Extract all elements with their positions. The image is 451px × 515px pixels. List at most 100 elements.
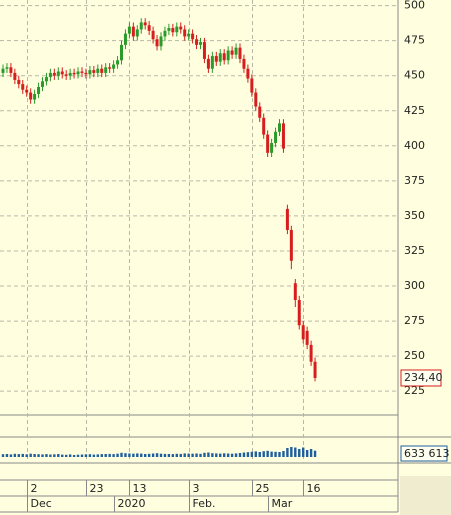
candle-body (250, 78, 254, 93)
candle-body (289, 229, 293, 261)
candle-body (41, 81, 44, 87)
candle-body (104, 67, 108, 73)
volume-bar (290, 447, 293, 457)
volume-bar (258, 452, 261, 457)
volume-bar (203, 452, 206, 457)
candle-body (21, 84, 25, 90)
candle-body (1, 68, 5, 73)
candle-body (5, 67, 9, 69)
volume-bar (33, 454, 36, 457)
candle-body (120, 44, 123, 61)
candle-body (214, 56, 218, 62)
volume-bar (305, 450, 309, 457)
volume-bar (254, 451, 257, 457)
candle-body (25, 89, 29, 93)
candle-body (100, 68, 104, 73)
candle-body (84, 72, 88, 75)
candle-body (88, 70, 92, 75)
candle-body (64, 74, 68, 76)
candle-body (135, 29, 139, 37)
candle-body (29, 92, 33, 100)
volume-bar (250, 451, 254, 457)
y-tick-label: 325 (404, 244, 425, 257)
x-tick-label: 16 (307, 482, 321, 495)
candle-body (278, 123, 281, 132)
pane-gap (0, 415, 451, 437)
volume-bar (215, 453, 218, 457)
month-label: Feb. (193, 497, 216, 510)
candle-body (218, 53, 222, 62)
candle-body (179, 26, 183, 30)
volume-bar (302, 447, 305, 457)
corner-box (400, 476, 451, 515)
volume-bar (57, 454, 60, 457)
volume-bar (84, 454, 88, 457)
candle-body (159, 36, 163, 47)
candle-body (175, 26, 179, 33)
volume-bar (147, 453, 151, 457)
volume-bar (294, 447, 297, 457)
candle-body (123, 33, 127, 45)
y-tick-label: 475 (404, 34, 425, 47)
candle-body (163, 30, 167, 37)
candle-body (313, 361, 317, 378)
volume-bar (163, 453, 167, 457)
candle-body (127, 26, 131, 34)
volume-bar (104, 454, 107, 457)
volume-bar (88, 454, 92, 457)
volume-bar (76, 454, 80, 457)
candle-body (9, 67, 13, 73)
candle-body (285, 208, 289, 230)
candle-body (33, 93, 37, 100)
candle-body (92, 70, 96, 73)
volume-bar (151, 453, 155, 457)
volume-bar (49, 454, 52, 457)
volume-bar (238, 453, 242, 457)
volume-bar (282, 451, 285, 457)
volume-bar (234, 453, 238, 457)
volume-bar (124, 453, 127, 457)
y-tick-label: 375 (404, 174, 425, 187)
candle-body (147, 25, 151, 31)
candle-body (242, 58, 246, 69)
volume-bar (155, 453, 159, 457)
candle-body (155, 39, 159, 47)
volume-bar (309, 449, 313, 457)
y-tick-label: 350 (404, 209, 425, 222)
volume-bar (120, 452, 123, 457)
candle-body (116, 60, 120, 65)
volume-bar (246, 452, 250, 457)
volume-bar (274, 451, 277, 457)
volume-bar (9, 454, 13, 457)
candle-body (202, 42, 206, 59)
candle-body (183, 29, 187, 37)
volume-bar (199, 453, 202, 457)
volume-bar (72, 455, 76, 457)
candle-body (226, 50, 230, 61)
candle-body (210, 56, 214, 69)
volume-bar (298, 449, 301, 457)
candle-body (262, 117, 266, 135)
candle-body (234, 47, 238, 55)
volume-bar (144, 454, 147, 457)
candle-body (199, 42, 202, 45)
candle-body (281, 123, 285, 149)
candle-body (171, 28, 175, 33)
candle-body (238, 47, 242, 59)
candle-body (143, 22, 147, 26)
candle-body (151, 30, 155, 40)
volume-bar (92, 454, 96, 457)
volume-bar (266, 450, 269, 457)
candle-body (266, 134, 270, 153)
candle-body (96, 68, 100, 73)
candle-body (206, 58, 210, 69)
y-tick-label: 225 (404, 384, 425, 397)
candle-body (305, 330, 309, 345)
y-tick-label: 400 (404, 139, 425, 152)
volume-bar (1, 454, 5, 457)
volume-bar (128, 453, 131, 457)
x-tick-label: 13 (133, 482, 147, 495)
volume-bar (191, 453, 194, 457)
volume-bar (68, 454, 72, 457)
month-label: 2020 (118, 497, 146, 510)
